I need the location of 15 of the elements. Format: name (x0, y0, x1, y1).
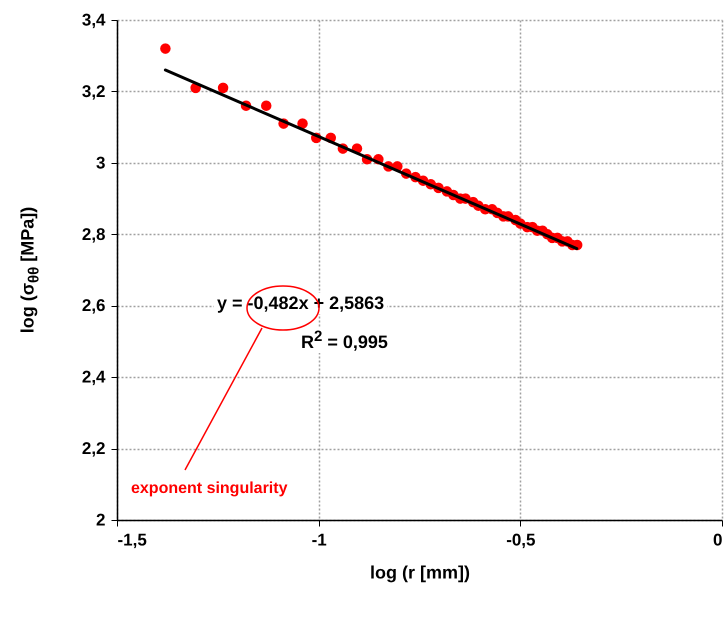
y-tick-label: 2,2 (82, 439, 106, 458)
y-tick-label: 2 (96, 510, 106, 530)
x-tick-label: -1,5 (118, 530, 147, 550)
y-tick-label: 2,8 (82, 224, 106, 244)
x-tick-label: -0,5 (506, 530, 536, 550)
x-tick-label: -1 (312, 530, 327, 550)
x-axis-title: log (r [mm]) (370, 562, 470, 582)
y-tick-label: 3 (96, 153, 106, 172)
x-tick-label: 0 (713, 530, 722, 550)
annotation: R$^{2}$ = 0,995 (298, 328, 391, 353)
y-tick-label: 3,4 (82, 10, 106, 30)
y-tick-label: 3,2 (82, 82, 106, 101)
y-tick-label: 2,4 (82, 368, 106, 387)
y-tick-label: 2,6 (82, 296, 106, 316)
annotation: exponent singularity (128, 480, 290, 498)
